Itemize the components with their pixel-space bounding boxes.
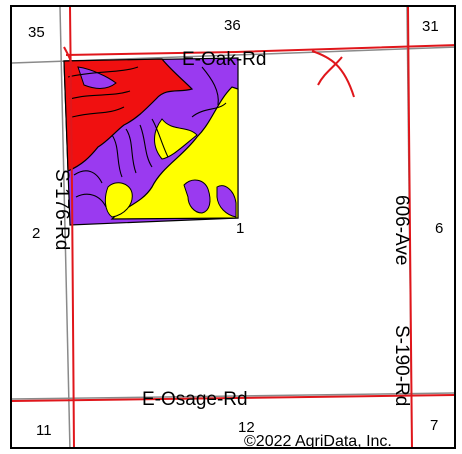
soil-island-purple-1 [183,179,211,214]
section-number-12: 12 [238,419,255,436]
road-label-s-190-rd: S-190-Rd [391,325,412,406]
soil-zone-yellow-3 [104,182,133,218]
section-number-35: 35 [28,24,45,41]
road-e-osage-rd [12,394,454,402]
road-s-176-rd [69,7,75,447]
section-line-west [59,7,71,447]
road-label-e-oak-rd: E-Oak-Rd [182,49,266,70]
soil-map-frame: 35 36 31 2 1 6 11 12 7 E-Oak-Rd S-176-Rd… [10,5,456,449]
soil-zone-yellow-2 [154,118,198,160]
soil-island-purple-2 [216,185,237,218]
roads [12,7,454,447]
section-line-south [12,392,454,400]
road-spur-1 [311,50,355,98]
soil-island-purple-3 [77,66,117,89]
section-number-1: 1 [236,220,244,237]
section-number-11: 11 [36,422,52,439]
road-label-606-ave: 606-Ave [391,195,412,265]
section-number-2: 2 [32,225,40,242]
road-label-s-176-rd: S-176-Rd [51,169,72,250]
section-number-36: 36 [224,17,241,34]
soil-boundaries [67,66,227,208]
section-number-6: 6 [435,220,443,237]
section-number-7: 7 [430,417,438,434]
section-number-31: 31 [422,18,439,35]
copyright-text: ©2022 AgriData, Inc. [244,433,392,449]
soil-field [63,57,239,226]
road-e-oak-rd [65,44,454,56]
road-606-ave [407,7,413,447]
soil-map: 35 36 31 2 1 6 11 12 7 E-Oak-Rd S-176-Rd… [12,7,454,449]
road-spur-2 [317,56,343,86]
road-label-e-osage-rd: E-Osage-Rd [142,389,248,410]
